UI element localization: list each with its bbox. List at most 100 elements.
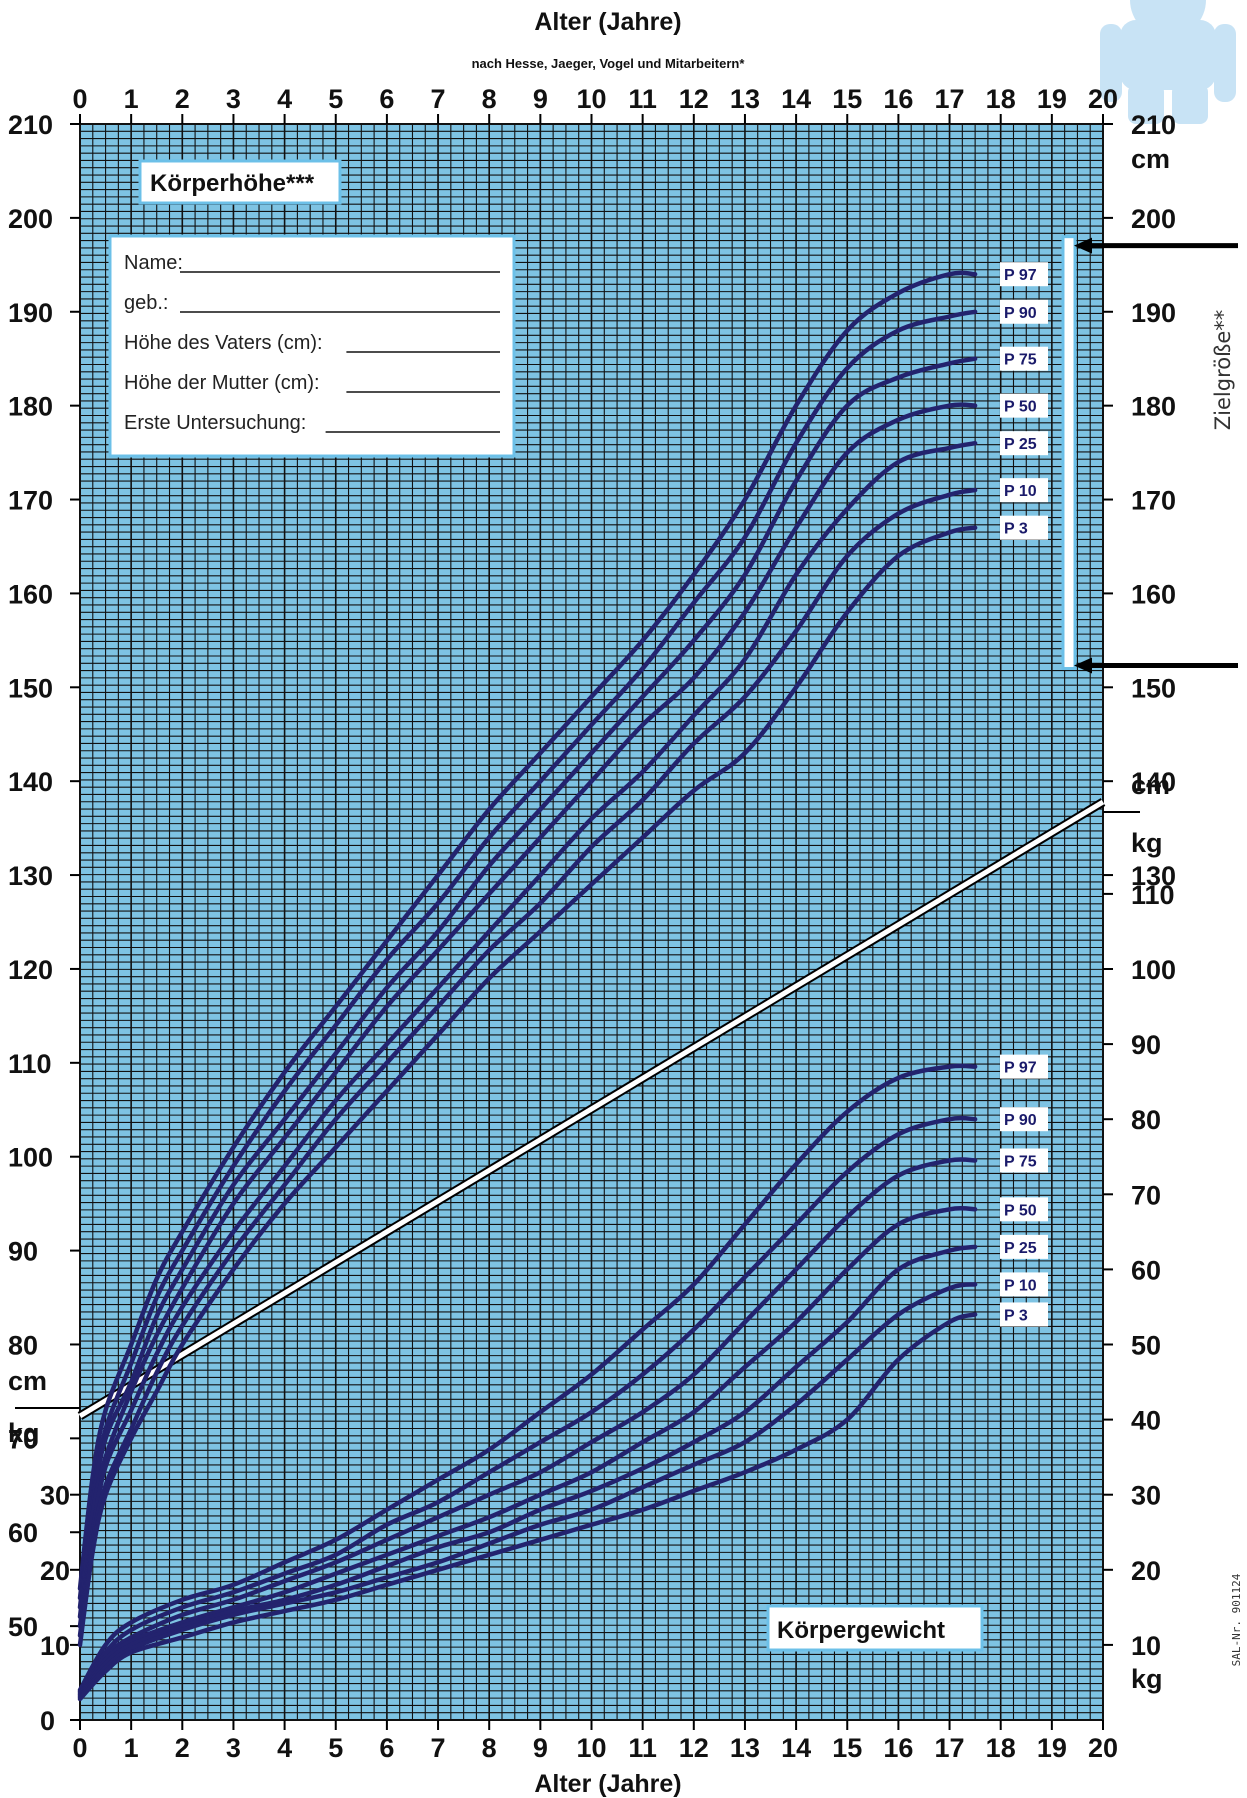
right-kg-tick-label: 70	[1131, 1180, 1161, 1210]
bottom-x-tick-label: 1	[124, 1733, 139, 1763]
height-curve-p25	[77, 440, 978, 1629]
chart-subtitle: nach Hesse, Jaeger, Vogel und Mitarbeite…	[472, 56, 746, 71]
bottom-x-tick-label: 8	[482, 1733, 497, 1763]
weight-curve-p90	[77, 1115, 978, 1694]
right-kg-tick-label: 90	[1131, 1030, 1161, 1060]
top-x-tick-label: 3	[226, 84, 241, 114]
height-curve-p3	[77, 525, 978, 1648]
weight-curve-p97	[77, 1063, 978, 1693]
right-y-tick-label: 150	[1131, 673, 1176, 703]
top-x-tick-label: 15	[832, 84, 862, 114]
right-top-unit-cm: cm	[1131, 144, 1170, 174]
weight-percentile-label: P 90	[1004, 1112, 1037, 1129]
right-kg-tick-label: 30	[1131, 1481, 1161, 1511]
axis-tick-labels: 0011223344556677889910101111121213131414…	[8, 84, 1176, 1763]
right-unit-kg: kg	[1131, 828, 1163, 858]
form-field-label: geb.:	[124, 292, 168, 314]
height-percentile-label: P 25	[1004, 436, 1037, 453]
right-kg-tick-label: 40	[1131, 1406, 1161, 1436]
height-percentile-label-bg	[1000, 431, 1048, 456]
divider-fill	[78, 799, 1105, 1419]
target-range-bar	[1061, 235, 1077, 671]
weight-percentile-label: P 25	[1004, 1240, 1037, 1257]
bottom-x-tick-label: 3	[226, 1733, 241, 1763]
right-y-tick-label: 140	[1131, 767, 1176, 797]
top-x-tick-label: 14	[781, 84, 811, 114]
bottom-x-tick-label: 16	[883, 1733, 913, 1763]
right-kg-tick-label: 100	[1131, 955, 1176, 985]
top-x-tick-label: 0	[72, 84, 87, 114]
percentile-curves	[77, 270, 978, 1702]
target-height-label: Zielgröße**	[1211, 310, 1235, 430]
right-y-tick-label: 130	[1131, 861, 1176, 891]
top-x-tick-label: 19	[1037, 84, 1067, 114]
top-x-tick-label: 9	[533, 84, 548, 114]
weight-curve-p3	[77, 1312, 978, 1702]
left-y-tick-label: 190	[8, 298, 53, 328]
right-y-tick-label: 160	[1131, 579, 1176, 609]
top-x-tick-label: 1	[124, 84, 139, 114]
height-curve-p50	[77, 402, 978, 1619]
height-percentile-label: P 10	[1004, 483, 1037, 500]
bottom-x-tick-label: 0	[72, 1733, 87, 1763]
weight-percentile-label-bg	[1000, 1148, 1048, 1173]
bottom-x-tick-label: 5	[328, 1733, 343, 1763]
left-y-tick-label: 120	[8, 955, 53, 985]
top-x-tick-label: 7	[431, 84, 446, 114]
target-arrow-head	[1074, 237, 1092, 254]
weight-percentile-label: P 50	[1004, 1202, 1037, 1219]
weight-title-box: Körpergewicht	[766, 1604, 984, 1652]
right-y-tick-label: 190	[1131, 298, 1176, 328]
weight-curve-p25	[77, 1244, 978, 1699]
height-percentile-label-bg	[1000, 478, 1048, 503]
height-percentile-label-bg	[1000, 299, 1048, 324]
bottom-x-tick-label: 7	[431, 1733, 446, 1763]
top-x-tick-label: 16	[883, 84, 913, 114]
left-y-tick-label: 210	[8, 110, 53, 140]
percentile-labels: P 97 P 90 P 75 P 50 P 25 P 10 P 3 P 97 P 90 P 75 P…	[1000, 262, 1048, 1327]
top-axis-title: Alter (Jahre)	[534, 8, 681, 36]
right-bottom-unit-kg: kg	[1131, 1664, 1163, 1694]
right-y-tick-label: 210	[1131, 110, 1176, 140]
left-y-tick-label: 50	[8, 1612, 38, 1642]
left-y-tick-label: 200	[8, 204, 53, 234]
top-x-tick-label: 2	[175, 84, 190, 114]
form-field-label: Erste Untersuchung:	[124, 412, 306, 434]
height-curve-p75	[77, 356, 978, 1610]
weight-percentile-label: P 75	[1004, 1154, 1037, 1171]
weight-percentile-label-bg	[1000, 1197, 1048, 1222]
top-x-tick-label: 8	[482, 84, 497, 114]
left-y-tick-label: 80	[8, 1330, 38, 1360]
form-field-label: Name:	[124, 252, 183, 274]
top-x-tick-label: 5	[328, 84, 343, 114]
height-percentile-label-bg	[1000, 262, 1048, 287]
right-kg-tick-label: 50	[1131, 1331, 1161, 1361]
right-kg-tick-label: 60	[1131, 1255, 1161, 1285]
height-percentile-label: P 97	[1004, 267, 1037, 284]
bottom-x-tick-label: 9	[533, 1733, 548, 1763]
bottom-x-tick-label: 18	[986, 1733, 1016, 1763]
height-title-box: Körperhöhe***	[138, 159, 342, 205]
top-x-tick-label: 20	[1088, 84, 1118, 114]
right-kg-tick-label: 80	[1131, 1105, 1161, 1135]
right-unit-cm: cm	[1131, 770, 1170, 800]
height-percentile-label-bg	[1000, 393, 1048, 418]
cm-kg-divider-line	[15, 798, 1140, 1420]
left-kg-tick-label: 20	[40, 1556, 70, 1586]
left-y-tick-label: 160	[8, 579, 53, 609]
top-x-tick-label: 17	[935, 84, 965, 114]
bottom-x-tick-label: 17	[935, 1733, 965, 1763]
patient-form: Name: geb.: Höhe des Vaters (cm): Höhe der …	[108, 234, 516, 458]
child-silhouette-icon	[1100, 0, 1236, 124]
bottom-x-tick-label: 14	[781, 1733, 811, 1763]
weight-percentile-label-bg	[1000, 1302, 1048, 1327]
height-percentile-label: P 90	[1004, 305, 1037, 322]
left-unit-kg: kg	[8, 1418, 40, 1448]
catalog-number: SAL-Nr. 901124	[1230, 1573, 1243, 1666]
right-kg-tick-label: 20	[1131, 1556, 1161, 1586]
weight-percentile-label: P 10	[1004, 1277, 1037, 1294]
height-percentile-label: P 75	[1004, 352, 1037, 369]
top-x-tick-label: 10	[576, 84, 606, 114]
top-x-tick-label: 13	[730, 84, 760, 114]
